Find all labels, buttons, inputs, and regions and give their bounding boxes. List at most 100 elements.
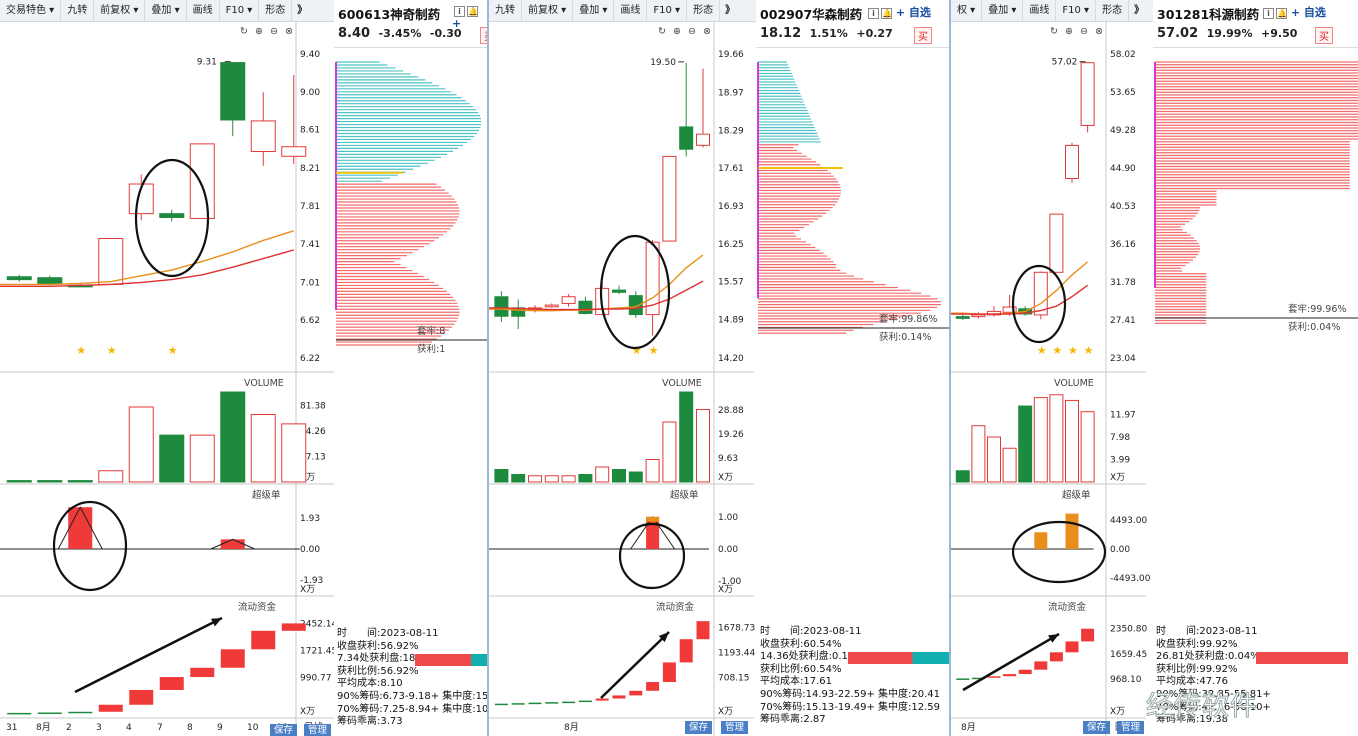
volume-tick-label: 3.99: [1110, 456, 1130, 466]
volume-bar: [1002, 447, 1017, 483]
manage-button[interactable]: 管理: [304, 724, 332, 736]
super-order-title: 超级单: [670, 489, 699, 501]
toolbar-item[interactable]: 前复权 ▾: [94, 0, 146, 21]
last-price: 57.02: [1157, 26, 1199, 41]
save-button[interactable]: 保存: [270, 724, 298, 736]
annotation-arrowhead: [658, 632, 669, 643]
candle: [1065, 144, 1079, 179]
liquid-unit: X万: [1110, 707, 1125, 717]
volume-bar: [220, 391, 246, 483]
toolbar-item[interactable]: 形态: [1096, 0, 1130, 21]
toolbar-item[interactable]: 》: [297, 4, 308, 16]
price-tick-label: 18.97: [718, 88, 744, 98]
toolbar-item[interactable]: 》: [1134, 4, 1145, 16]
stock-header-icons[interactable]: i 🔔 + 自选: [1261, 4, 1326, 20]
chart-tool-icon: ↻: [1050, 26, 1058, 37]
date-tick-label: 10: [247, 723, 259, 733]
chip-info-line: 26.81处获利盘:0.04%: [1156, 651, 1260, 663]
toolbar-item[interactable]: 形态: [687, 0, 721, 21]
date-tick-label: 3: [96, 723, 102, 733]
toolbar-item[interactable]: 画线: [614, 0, 648, 21]
liquid-fund-bar: [281, 623, 306, 631]
toolbar-item[interactable]: 形态: [259, 0, 293, 21]
stock-header-icons[interactable]: i 🔔 +: [452, 5, 478, 30]
chart-tool-icon: ⊗: [285, 26, 293, 37]
toolbar-item[interactable]: F10 ▾: [1056, 0, 1097, 21]
last-price: 18.12: [760, 26, 802, 41]
kline-chart[interactable]: ↻ ⊕ ⊖ ⊗ 58.02 53.65 49.28 44.90 40.53 36.16 31.78 2…: [951, 22, 1153, 736]
chip-info: 时 间:2023-08-11 收盘获利:99.92% 26.81处获利盘:0.04%…: [1156, 626, 1348, 727]
buy-button[interactable]: 买: [1315, 27, 1333, 44]
chip-info-line: 平均成本:8.10: [337, 678, 403, 690]
star-signal-icon: ★: [1068, 344, 1078, 357]
toolbar-item[interactable]: 九转: [489, 0, 522, 21]
super-tick-label: -4493.00: [1110, 574, 1151, 584]
chart-tool-icon: ⊕: [1065, 26, 1073, 37]
stock-name: 002907华森制药: [760, 7, 863, 22]
super-tick-label: 0.00: [300, 545, 320, 555]
annotation-arrow: [74, 616, 223, 694]
super-order-bar: [1034, 532, 1048, 549]
stock-name: 301281科源制药: [1157, 7, 1260, 22]
save-button[interactable]: 保存: [685, 721, 713, 734]
trapped-label: 套牢:8: [417, 325, 445, 337]
kline-chart[interactable]: ↻ ⊕ ⊖ ⊗ 19.66 18.97 18.29 17.61 16.93 16.25 15.57 1…: [489, 22, 756, 736]
high-price-label: 19.50: [650, 58, 676, 68]
toolbar-item[interactable]: 叠加 ▾: [145, 0, 187, 21]
volume-bar: [494, 469, 509, 483]
chip-distribution: 套牢:99.86% 获利:0.14%: [757, 61, 949, 343]
toolbar-item[interactable]: 叠加 ▾: [982, 0, 1024, 21]
candle: [578, 300, 593, 314]
chip-info-line: 筹码乖离:2.87: [760, 714, 826, 726]
profit-ratio-bar: [848, 651, 949, 664]
chart-tool-icon: ↻: [658, 26, 666, 37]
star-signal-icon: ★: [1037, 344, 1047, 357]
toolbar-item[interactable]: F10 ▾: [647, 0, 688, 21]
price-change: +9.50: [1261, 27, 1298, 40]
liquid-fund-bar: [190, 667, 215, 678]
star-signal-icon: ★: [649, 344, 659, 357]
volume-bar: [6, 480, 32, 483]
manage-button[interactable]: 管理: [721, 721, 749, 734]
save-button[interactable]: 保存: [1083, 721, 1111, 734]
liquid-tick-label: 1721.45: [300, 646, 334, 656]
toolbar-item[interactable]: 》: [725, 4, 736, 16]
toolbar-item[interactable]: F10 ▾: [220, 0, 260, 21]
volume-bar: [250, 414, 276, 483]
stock-name: 600613神奇制药: [338, 7, 441, 22]
toolbar-item[interactable]: 画线: [187, 0, 220, 21]
stock-header-icons[interactable]: i 🔔 + 自选: [866, 4, 931, 20]
liquid-fund-title: 流动资金: [238, 601, 277, 613]
buy-button[interactable]: 买: [480, 27, 487, 44]
toolbar-item[interactable]: 前复权 ▾: [522, 0, 574, 21]
price-tick-label: 8.61: [300, 126, 320, 136]
pane-divider[interactable]: [487, 0, 489, 736]
price-tick-label: 16.25: [718, 240, 744, 250]
annotation-circle: [618, 522, 686, 590]
chart-toolbar: 交易特色 ▾ 九转 前复权 ▾ 叠加 ▾ 画线 F10 ▾ 形态》: [0, 0, 334, 22]
liquid-fund-title: 流动资金: [1048, 601, 1087, 613]
price-tick-label: 23.04: [1110, 354, 1136, 364]
volume-tick-label: 27.13: [300, 453, 326, 463]
price-tick-label: 9.40: [300, 50, 320, 60]
liquid-fund-title: 流动资金: [656, 601, 695, 613]
liquid-fund-bar: [679, 639, 693, 663]
price-tick-label: 53.65: [1110, 88, 1136, 98]
pane-divider[interactable]: [949, 0, 951, 736]
toolbar-item[interactable]: 叠加 ▾: [573, 0, 615, 21]
chip-info-line: 70%筹码:15.13-19.49+ 集中度:12.59: [760, 701, 941, 713]
toolbar-item[interactable]: 九转: [61, 0, 95, 21]
chart-tool-icon: ⊖: [688, 26, 696, 37]
chip-info-line: 14.36处获利盘:0.14%: [760, 651, 864, 663]
toolbar-item[interactable]: 画线: [1023, 0, 1057, 21]
buy-button[interactable]: 买: [914, 27, 932, 44]
manage-button[interactable]: 管理: [1117, 721, 1145, 734]
super-tick-label: 1.93: [300, 514, 320, 524]
toolbar-item[interactable]: 交易特色 ▾: [0, 0, 62, 21]
kline-chart[interactable]: ↻ ⊕ ⊖ ⊗ 9.40 9.00 8.61 8.21 7.81 7.41 7.01 6.62 6.22…: [0, 22, 334, 736]
candle: [628, 295, 643, 316]
chip-info-line: 7.34处获利盘:18.16%: [337, 653, 441, 665]
trapped-label: 套牢:99.96%: [1288, 303, 1346, 315]
toolbar-item[interactable]: 权 ▾: [951, 0, 983, 21]
volume-bar: [1033, 397, 1048, 483]
